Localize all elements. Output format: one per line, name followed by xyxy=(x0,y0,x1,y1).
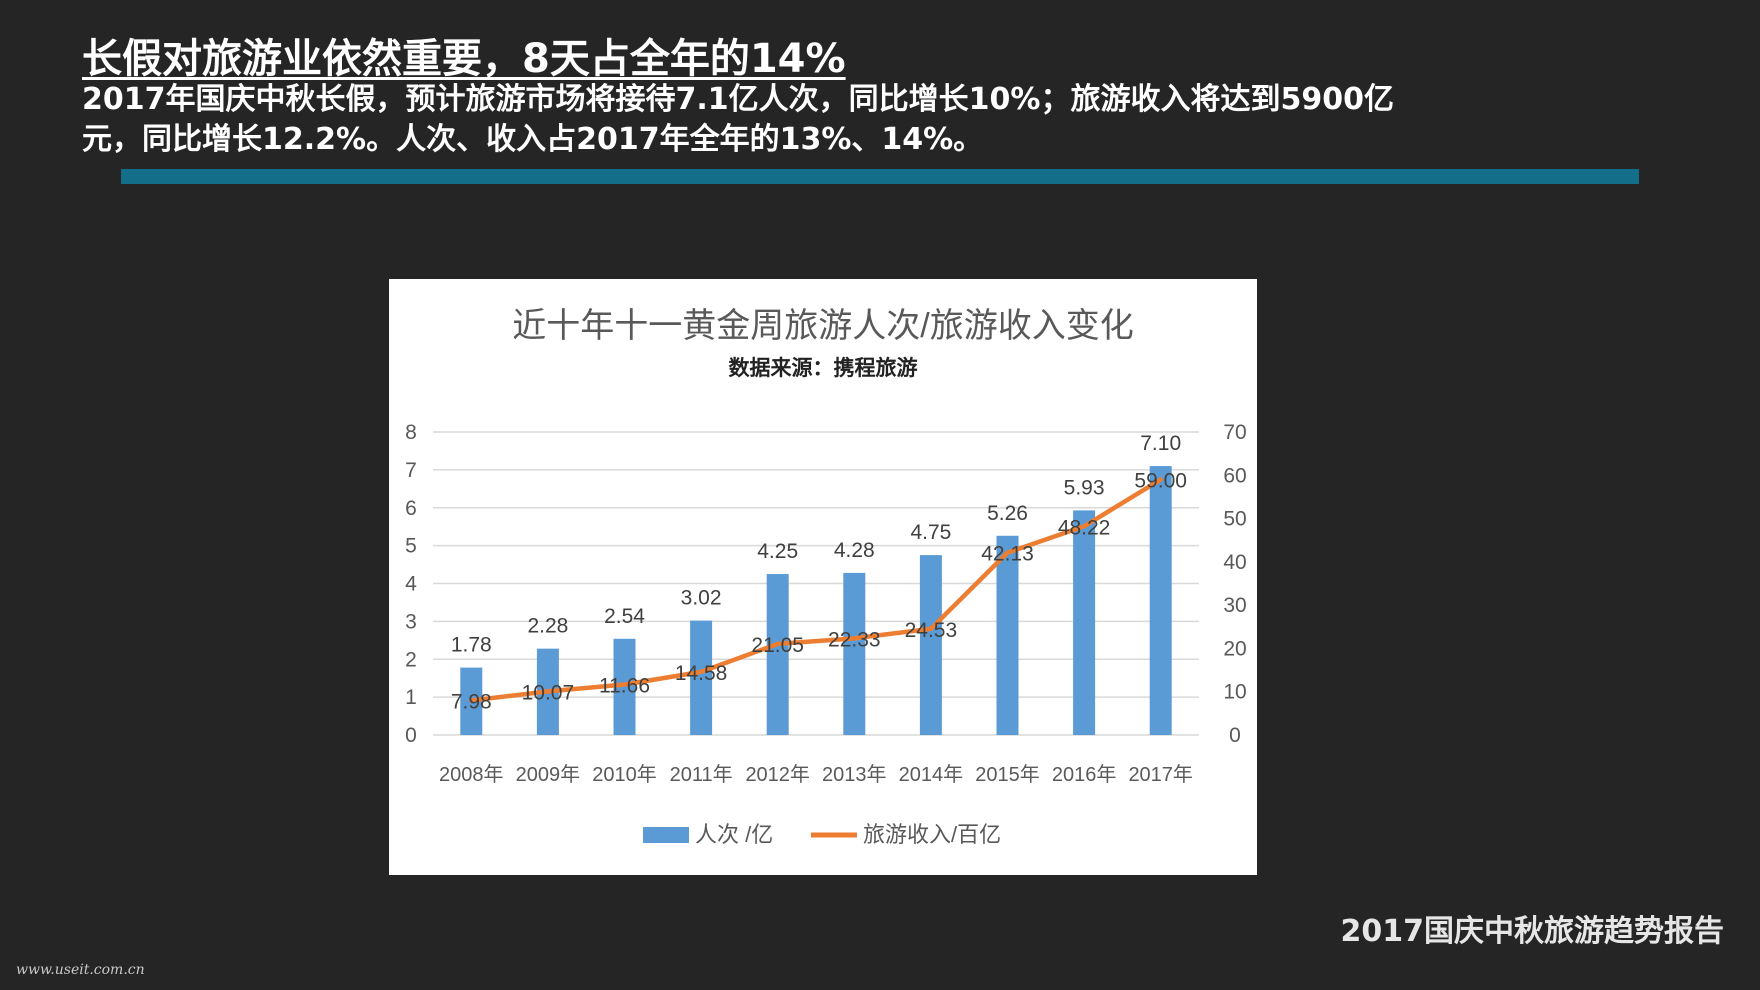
bar xyxy=(613,638,636,735)
line-data-label: 59.00 xyxy=(1134,470,1187,493)
legend-bar-swatch xyxy=(643,827,689,843)
line-series xyxy=(469,477,1163,703)
bar xyxy=(766,574,789,735)
left-axis-tick-label: 6 xyxy=(405,497,417,520)
grid-lines xyxy=(433,431,1199,736)
bar-data-label: 7.10 xyxy=(1140,432,1181,455)
right-axis-tick-label: 30 xyxy=(1223,594,1246,617)
line-data-label: 22.33 xyxy=(828,628,881,651)
left-axis-tick-label: 2 xyxy=(405,648,417,671)
chart-title: 近十年十一黄金周旅游人次/旅游收入变化 xyxy=(512,307,1133,345)
x-axis-tick-label: 2011年 xyxy=(670,763,733,786)
left-axis-tick-label: 8 xyxy=(405,421,417,444)
legend[interactable]: 人次 /亿 旅游收入/百亿 xyxy=(643,822,1001,847)
accent-bar xyxy=(121,169,1639,184)
right-axis-tick-label: 70 xyxy=(1223,421,1246,444)
bar xyxy=(1073,510,1096,735)
right-axis-tick-label: 20 xyxy=(1223,637,1246,660)
line-data-label: 11.66 xyxy=(599,675,650,698)
legend-bar-label: 人次 /亿 xyxy=(695,822,773,847)
slide-title: 长假对旅游业依然重要，8天占全年的14% xyxy=(82,36,846,82)
bar-data-label: 4.75 xyxy=(910,521,951,544)
legend-line-label: 旅游收入/百亿 xyxy=(863,822,1001,847)
bar-data-label: 4.25 xyxy=(757,540,798,563)
x-axis-tick-label: 2012年 xyxy=(745,763,810,786)
right-axis-tick-label: 10 xyxy=(1223,681,1246,704)
x-axis-tick-label: 2015年 xyxy=(975,763,1040,786)
bar xyxy=(843,572,866,735)
report-title: 2017国庆中秋旅游趋势报告 xyxy=(1340,914,1725,949)
x-axis-tick-label: 2013年 xyxy=(822,763,887,786)
right-axis-tick-label: 40 xyxy=(1223,551,1246,574)
line-data-label: 14.58 xyxy=(675,662,728,685)
bar xyxy=(996,535,1019,735)
bar-data-label: 2.28 xyxy=(527,615,568,638)
left-axis-tick-label: 1 xyxy=(405,686,417,709)
left-axis-tick-label: 0 xyxy=(405,724,417,747)
line-data-label: 21.05 xyxy=(751,634,804,657)
left-axis-tick-label: 5 xyxy=(405,535,417,558)
bar-data-label: 5.93 xyxy=(1064,476,1105,499)
bar-data-label: 5.26 xyxy=(987,502,1028,525)
x-axis-tick-label: 2010年 xyxy=(592,763,657,786)
x-axis: 2008年 2009年 2010年 2011年 2012年 2013年 2014年 2015年… xyxy=(439,763,1193,786)
bar-data-label: 2.54 xyxy=(604,605,645,628)
right-axis-tick-label: 50 xyxy=(1223,508,1246,531)
right-axis-tick-label: 60 xyxy=(1223,464,1246,487)
watermark: www.useit.com.cn xyxy=(16,962,145,978)
line-data-label: 42.13 xyxy=(981,543,1034,566)
slide-subtitle: 2017年国庆中秋长假，预计旅游市场将接待7.1亿人次，同比增长10%；旅游收入… xyxy=(82,82,1394,157)
x-axis-tick-label: 2017年 xyxy=(1128,763,1193,786)
line-data-label: 10.07 xyxy=(522,681,575,704)
bar-data-label: 1.78 xyxy=(451,634,492,657)
bar-series xyxy=(460,466,1172,735)
line-data-label: 7.98 xyxy=(451,690,492,713)
left-axis-tick-label: 3 xyxy=(405,610,417,633)
x-axis-tick-label: 2014年 xyxy=(899,763,964,786)
chart-source: 数据来源：携程旅游 xyxy=(729,356,918,380)
bar-data-label: 3.02 xyxy=(681,587,722,610)
left-axis-tick-label: 7 xyxy=(405,459,417,482)
data-labels: 1.78 2.28 2.54 3.02 4.25 4.28 4.75 5.26 5.93 7.10… xyxy=(451,432,1187,713)
x-axis-tick-label: 2008年 xyxy=(439,763,504,786)
bar xyxy=(919,555,942,735)
line-data-label: 24.53 xyxy=(905,619,958,642)
bar xyxy=(1149,466,1172,735)
line-path xyxy=(469,477,1163,703)
chart-svg: 近十年十一黄金周旅游人次/旅游收入变化 数据来源：携程旅游 012345678 … xyxy=(405,307,1247,847)
left-axis-tick-label: 4 xyxy=(405,573,417,596)
bar-data-label: 4.28 xyxy=(834,539,875,562)
line-data-label: 48.22 xyxy=(1058,516,1111,539)
right-axis-tick-label: 0 xyxy=(1229,724,1241,747)
x-axis-tick-label: 2016年 xyxy=(1052,763,1117,786)
bar xyxy=(690,620,713,735)
x-axis-tick-label: 2009年 xyxy=(516,763,581,786)
right-axis: 0 10 20 30 40 50 60 70 xyxy=(1223,421,1246,747)
left-axis: 0 1 2 3 4 5 6 7 8 xyxy=(405,421,417,747)
